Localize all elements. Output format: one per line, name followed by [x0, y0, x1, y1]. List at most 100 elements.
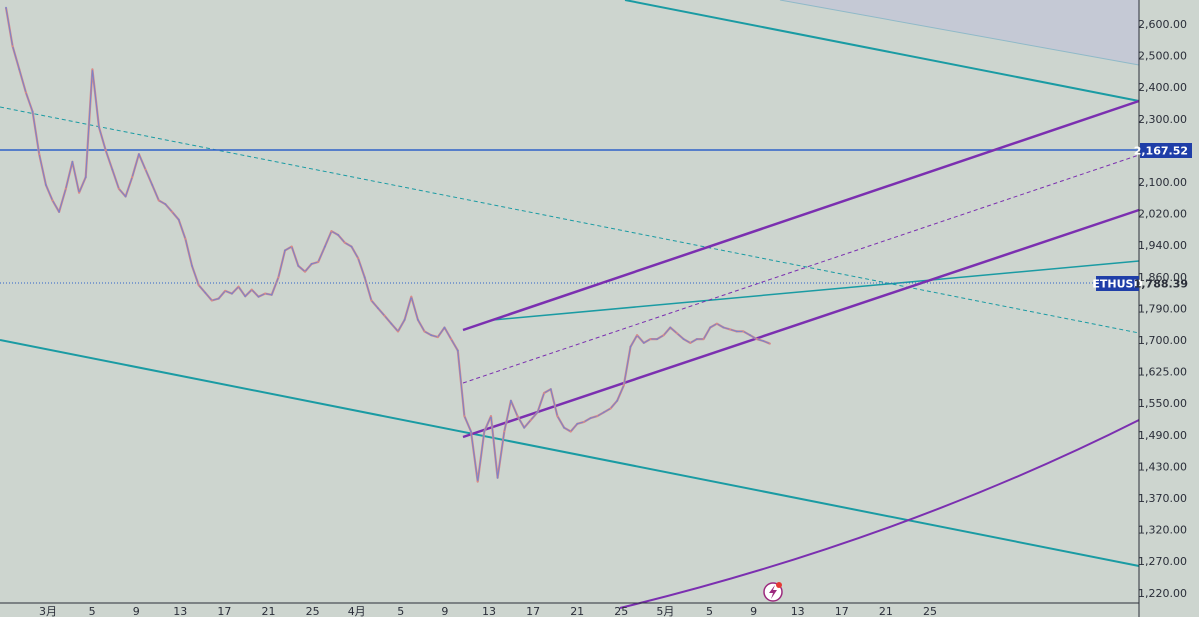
- price-point: [523, 426, 526, 429]
- price-tick-label: 1,790.00: [1138, 302, 1187, 315]
- last-price-badge: ETHUSD 1,788.39: [1092, 276, 1188, 291]
- purple-curve[interactable]: [619, 419, 1140, 609]
- time-tick-label: 25: [614, 605, 628, 617]
- price-point: [244, 295, 247, 298]
- price-point: [496, 476, 499, 479]
- price-point: [51, 199, 54, 202]
- price-point: [529, 419, 532, 421]
- price-point: [131, 176, 134, 179]
- price-point: [536, 411, 539, 414]
- channel-upper-line[interactable]: [462, 99, 1140, 332]
- price-tick-label: 1,430.00: [1138, 460, 1187, 473]
- price-point: [277, 276, 280, 279]
- time-tick-label: 17: [526, 605, 540, 617]
- dashed-teal-trendline[interactable]: [0, 106, 1140, 334]
- time-axis-ticks: 3月 5 9 13 17 21 25 4月 5 9 13 17 21 25 5月 5 9 13 17 21 25: [39, 605, 937, 617]
- price-point: [649, 338, 652, 340]
- price-tick-label: 1,860.00: [1138, 271, 1187, 284]
- last-price-value: 1,788.39: [1134, 278, 1188, 291]
- price-point: [98, 126, 100, 129]
- time-tick-label: 13: [482, 605, 496, 617]
- price-point: [762, 340, 765, 342]
- price-tick-label: 1,490.00: [1138, 429, 1187, 442]
- price-point: [410, 295, 413, 298]
- price-point: [197, 284, 200, 286]
- price-point: [224, 290, 227, 292]
- time-tick-label: 13: [173, 605, 187, 617]
- price-point: [124, 195, 127, 198]
- price-line: [5, 7, 771, 483]
- price-tick-label: 1,700.00: [1138, 334, 1187, 347]
- price-tick-label: 1,940.00: [1138, 239, 1187, 252]
- price-point: [237, 285, 240, 288]
- time-tick-label: 4月: [348, 605, 366, 617]
- price-point: [350, 245, 353, 248]
- price-point: [157, 199, 160, 202]
- price-point: [662, 334, 665, 337]
- price-point: [735, 330, 738, 333]
- price-point: [91, 68, 94, 71]
- price-point: [363, 276, 366, 279]
- price-point: [317, 261, 320, 263]
- price-point: [390, 322, 393, 325]
- price-point: [569, 430, 572, 433]
- price-point: [716, 322, 718, 325]
- price-point: [696, 338, 698, 340]
- time-tick-label: 9: [750, 605, 757, 617]
- price-tick-label: 2,500.00: [1138, 50, 1187, 63]
- price-point: [84, 176, 87, 179]
- price-point: [443, 326, 446, 329]
- time-tick-label: 21: [570, 605, 584, 617]
- price-tick-label: 2,100.00: [1138, 176, 1187, 189]
- price-point: [609, 407, 612, 410]
- price-point: [603, 411, 605, 414]
- teal-support-line[interactable]: [492, 260, 1140, 321]
- price-point: [583, 421, 585, 423]
- lightning-icon[interactable]: [763, 582, 783, 602]
- price-point: [463, 415, 466, 417]
- lower-teal-trendline[interactable]: [0, 339, 1140, 567]
- price-point: [755, 338, 758, 340]
- horizontal-level-value: 2,167.52: [1134, 145, 1188, 158]
- time-tick-label: 5: [706, 605, 713, 617]
- time-tick-label: 5月: [656, 605, 674, 617]
- price-point: [45, 184, 47, 186]
- price-point: [297, 265, 300, 267]
- price-point: [430, 334, 433, 337]
- price-point: [104, 149, 107, 152]
- price-point: [709, 326, 712, 329]
- price-point: [304, 270, 306, 273]
- price-tick-label: 1,550.00: [1138, 397, 1187, 410]
- price-point: [38, 153, 41, 156]
- price-point: [483, 430, 486, 433]
- time-tick-label: 21: [262, 605, 276, 617]
- price-point: [264, 292, 266, 295]
- time-tick-label: 25: [306, 605, 320, 617]
- time-tick-label: 9: [133, 605, 140, 617]
- channel-lower-line[interactable]: [462, 208, 1140, 439]
- price-scale[interactable]: [1139, 0, 1199, 617]
- price-point: [343, 241, 346, 244]
- price-point: [204, 291, 207, 294]
- price-point: [383, 315, 386, 317]
- price-point: [450, 338, 452, 340]
- price-point: [111, 168, 114, 171]
- price-point: [31, 110, 34, 113]
- horizontal-level-badge: 2,167.52: [1134, 143, 1192, 158]
- price-point: [589, 417, 592, 419]
- price-tick-label: 2,600.00: [1138, 18, 1187, 31]
- price-point: [11, 45, 14, 48]
- upper-teal-trendline[interactable]: [624, 0, 1140, 102]
- price-point: [250, 288, 253, 291]
- time-tick-label: 17: [835, 605, 849, 617]
- price-point: [337, 234, 340, 236]
- price-point: [357, 257, 359, 260]
- price-tick-label: 2,300.00: [1138, 113, 1187, 126]
- price-point: [629, 345, 632, 348]
- price-point: [510, 399, 512, 402]
- price-point: [151, 184, 154, 186]
- price-point: [417, 318, 419, 321]
